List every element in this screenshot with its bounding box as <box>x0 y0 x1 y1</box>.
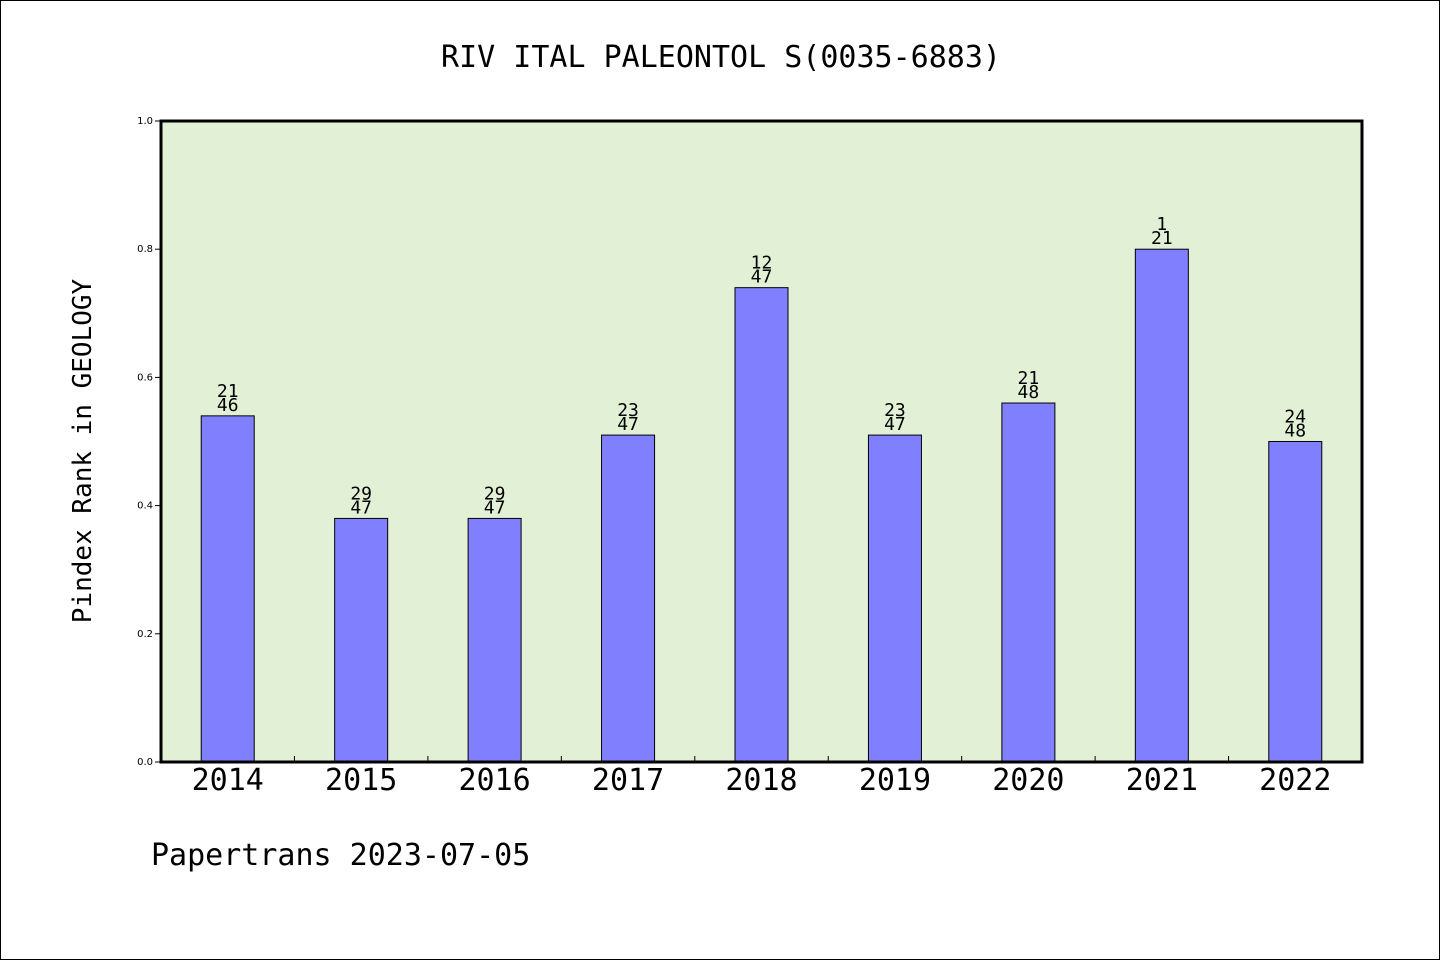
bar-total-label: 47 <box>350 497 372 518</box>
bar-2017 <box>601 434 656 763</box>
y-tick-label: 1.0 <box>137 116 153 127</box>
y-tick-label: 0.4 <box>137 501 153 512</box>
bar-2015 <box>334 517 389 763</box>
y-axis: 0.0 0.2 0.4 0.6 0.8 1.0 <box>137 116 161 768</box>
bar-2022 <box>1268 441 1323 763</box>
y-axis-label: Pindex Rank in GEOLOGY <box>68 278 98 623</box>
x-tick-label: 2017 <box>592 763 664 798</box>
x-tick-label: 2022 <box>1259 763 1331 798</box>
y-tick-label: 0.6 <box>137 372 153 383</box>
bar-rank-label: 21 <box>1018 368 1040 389</box>
bar-rank-label: 29 <box>484 483 506 504</box>
x-tick-label: 2015 <box>325 763 397 798</box>
bar-total-label: 48 <box>1018 382 1040 403</box>
plot-border <box>159 119 1364 764</box>
y-tick-label: 0.2 <box>137 629 153 640</box>
bar-rank-label: 24 <box>1284 407 1306 428</box>
x-axis: 2014 2015 2016 2017 2018 2019 2020 2021 2022 <box>192 756 1331 798</box>
bar-total-label: 47 <box>484 497 506 518</box>
y-tick-label: 0.8 <box>137 244 153 255</box>
bar-rank-label: 23 <box>617 400 639 421</box>
bar-rank-label: 29 <box>350 483 372 504</box>
bar-total-label: 21 <box>1151 228 1173 249</box>
x-tick-label: 2014 <box>192 763 264 798</box>
bar-total-label: 48 <box>1284 421 1306 442</box>
chart-title: RIV ITAL PALEONTOL S(0035-6883) <box>441 40 1001 75</box>
bar-total-label: 47 <box>751 267 773 288</box>
bar-total-label: 47 <box>617 414 639 435</box>
bar-2016 <box>467 517 522 763</box>
x-tick-label: 2021 <box>1126 763 1198 798</box>
bars <box>200 248 1323 763</box>
x-tick-label: 2016 <box>458 763 530 798</box>
footer-text: Papertrans 2023-07-05 <box>151 838 530 873</box>
bar-2014 <box>200 415 255 763</box>
bar-2018 <box>734 287 789 763</box>
bar-2019 <box>867 434 922 763</box>
bar-rank-label: 1 <box>1156 214 1167 235</box>
bar-2021 <box>1134 248 1189 763</box>
x-tick-label: 2020 <box>992 763 1064 798</box>
bar-rank-label: 21 <box>217 381 239 402</box>
bar-rank-label: 23 <box>884 400 906 421</box>
y-tick-label: 0.0 <box>137 757 153 768</box>
bar-2020 <box>1001 402 1056 763</box>
x-tick-label: 2019 <box>859 763 931 798</box>
bar-total-label: 46 <box>217 395 239 416</box>
bar-total-label: 47 <box>884 414 906 435</box>
bar-rank-label: 12 <box>751 253 773 274</box>
x-tick-label: 2018 <box>725 763 797 798</box>
